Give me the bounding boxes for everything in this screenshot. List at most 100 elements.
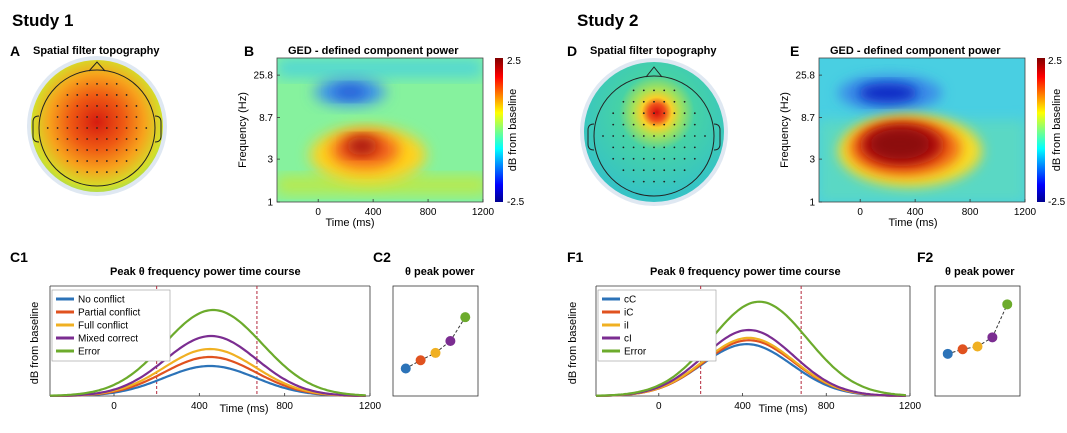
panel-letter-f1: F1: [567, 249, 584, 265]
a-electrode-46: [105, 138, 108, 140]
a-electrode-17: [105, 105, 108, 107]
a-electrode-37: [115, 127, 118, 129]
a-electrode-36: [105, 127, 108, 129]
d-electrode-39: [693, 135, 696, 137]
d-electrode-38: [683, 135, 686, 137]
d-electrode-42: [622, 146, 625, 149]
d-electrode-29: [693, 123, 696, 126]
f2-point-1: [957, 344, 968, 355]
b-xtick-1: 400: [365, 207, 382, 218]
e-xtick-2: 800: [962, 207, 979, 218]
c1-xtick-0: 0: [111, 401, 117, 412]
c2-point-0: [400, 363, 411, 374]
d-electrode-56: [673, 157, 676, 160]
d-electrode-5: [622, 100, 625, 103]
panel-letter-c2: C2: [373, 249, 391, 265]
a-electrode-2: [96, 83, 98, 85]
d-electrode-0: [632, 89, 635, 92]
e-ytick-3: 25.8: [796, 71, 816, 82]
d-electrode-10: [673, 100, 676, 103]
d-electrode-15: [642, 112, 645, 115]
a-electrode-14: [76, 105, 79, 107]
d-electrode-53: [642, 157, 645, 160]
panel-f2-title: θ peak power: [945, 266, 1015, 278]
a-electrode-39: [135, 127, 138, 129]
topography-a: [27, 56, 167, 196]
topo-d-map: [584, 62, 724, 202]
a-electrode-16: [96, 105, 98, 107]
study2-title: Study 2: [577, 11, 638, 30]
b-ytick-0: 1: [267, 198, 273, 209]
d-electrode-27: [673, 123, 676, 126]
d-electrode-21: [612, 123, 615, 126]
panel-a-title: Spatial filter topography: [33, 45, 160, 57]
c1-legend-label-1: Partial conflict: [78, 308, 140, 319]
d-electrode-48: [683, 146, 686, 149]
a-electrode-59: [66, 160, 69, 162]
colorbar-b-min: -2.5: [507, 197, 525, 208]
a-electrode-27: [115, 116, 118, 118]
head-outline-a: [38, 69, 156, 187]
d-electrode-6: [632, 100, 635, 103]
a-electrode-63: [105, 160, 108, 162]
colorbar-e: 2.5 -2.5 dB from baseline: [1037, 56, 1066, 208]
c2-point-1: [415, 355, 426, 366]
a-electrode-64: [115, 160, 118, 162]
a-electrode-3: [105, 83, 108, 85]
panel-letter-e: E: [790, 43, 799, 59]
panel-f1-title: Peak θ frequency power time course: [650, 266, 841, 278]
colorbar-b-max: 2.5: [507, 56, 521, 67]
d-electrode-59: [622, 169, 625, 172]
a-electrode-41: [56, 138, 59, 140]
f1-xtick-2: 800: [818, 401, 835, 412]
d-electrode-51: [622, 157, 625, 160]
b-ylabel: Frequency (Hz): [237, 92, 249, 168]
d-electrode-44: [642, 146, 645, 149]
a-electrode-31: [56, 127, 59, 129]
a-electrode-61: [86, 160, 89, 162]
d-electrode-64: [673, 169, 676, 172]
b-xtick-0: 0: [315, 207, 321, 218]
a-electrode-4: [115, 83, 118, 85]
d-electrode-68: [653, 180, 655, 183]
right-ear-d: [713, 123, 721, 151]
a-electrode-67: [86, 171, 89, 173]
right-ear-a: [154, 115, 162, 143]
nose-d: [645, 66, 663, 78]
d-electrode-69: [663, 180, 666, 183]
d-electrode-4: [673, 89, 676, 92]
d-electrode-18: [673, 112, 676, 115]
a-electrode-34: [86, 127, 89, 129]
d-electrode-49: [693, 146, 696, 149]
b-ytick-2: 8.7: [259, 113, 273, 124]
b-xtick-3: 1200: [472, 207, 495, 218]
a-electrode-19: [125, 105, 128, 107]
a-electrode-54: [96, 149, 98, 151]
d-electrode-9: [663, 100, 666, 103]
d-electrode-58: [693, 157, 696, 160]
a-electrode-55: [105, 149, 108, 151]
f1-legend-label-2: iI: [624, 321, 629, 332]
colorbar-e-label: dB from baseline: [1051, 89, 1063, 172]
d-electrode-57: [683, 157, 686, 160]
d-electrode-65: [683, 169, 686, 172]
e-xtick-0: 0: [857, 207, 863, 218]
a-electrode-35: [96, 127, 98, 129]
c2-point-2: [430, 347, 441, 358]
a-electrode-22: [66, 116, 69, 118]
f1-legend-label-4: Error: [624, 347, 647, 358]
d-electrode-67: [642, 180, 645, 183]
d-electrode-28: [683, 123, 686, 126]
d-electrode-37: [673, 135, 676, 137]
a-electrode-11: [125, 94, 128, 96]
f1-legend-label-3: cI: [624, 334, 632, 345]
d-electrode-30: [602, 135, 604, 137]
a-electrode-15: [86, 105, 89, 107]
c1-ylabel: dB from baseline: [29, 302, 41, 385]
f2-point-3: [987, 332, 998, 343]
f1-xtick-3: 1200: [899, 401, 922, 412]
c2-point-3: [445, 336, 456, 346]
panel-c1-title: Peak θ frequency power time course: [110, 266, 301, 278]
a-electrode-47: [115, 138, 118, 140]
a-electrode-44: [86, 138, 89, 140]
